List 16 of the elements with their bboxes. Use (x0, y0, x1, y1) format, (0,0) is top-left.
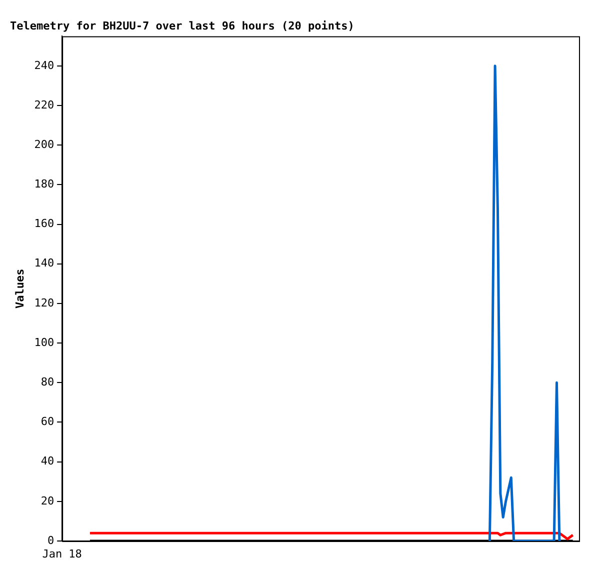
y-tick-label: 100 (34, 336, 54, 349)
y-tick-label: 20 (40, 494, 54, 508)
y-tick-label: 60 (40, 415, 54, 428)
y-tick-label: 0 (47, 534, 54, 547)
y-tick-label: 140 (34, 256, 54, 270)
y-tick-label: 200 (34, 138, 54, 151)
y-tick-label: 40 (40, 454, 54, 468)
y-tick-label: 220 (34, 98, 54, 112)
y-tick-label: 240 (34, 58, 54, 72)
y-axis-title: Values (13, 268, 26, 308)
chart-title: Telemetry for BH2UU-7 over last 96 hours (20 points) (10, 19, 354, 32)
y-tick-label: 80 (40, 375, 54, 388)
y-tick-label: 120 (34, 296, 54, 310)
y-tick-label: 180 (34, 178, 54, 191)
text: Jan 18 (42, 547, 82, 560)
y-tick-label: 160 (34, 217, 54, 230)
